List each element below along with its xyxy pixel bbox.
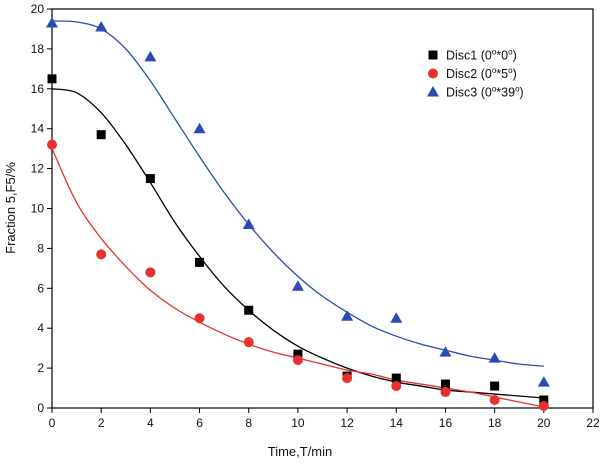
data-point-series-1 [47,74,57,84]
y-tick-label: 2 [37,361,44,375]
x-tick-label: 8 [245,416,252,430]
data-point-series-3 [537,376,550,387]
x-tick-label: 12 [340,416,354,430]
x-tick-label: 18 [488,416,502,430]
data-point-series-2 [96,249,107,260]
data-point-series-2 [489,395,500,406]
y-tick-label: 4 [37,321,44,335]
data-point-series-1 [145,174,155,184]
legend-label-series-2: Disc2 (0o*5o) [446,66,517,81]
data-point-series-1 [440,379,450,389]
y-tick-label: 10 [31,202,45,216]
y-tick-label: 12 [31,162,45,176]
fit-line-series-3 [51,20,544,367]
legend-label-series-1: Disc1 (0o*0o) [446,48,517,63]
data-point-series-2 [440,387,451,398]
data-point-series-2 [538,401,549,412]
data-point-series-3 [95,20,108,32]
y-tick-label: 16 [31,82,45,96]
y-tick-label: 20 [31,2,45,16]
data-point-series-2 [391,381,402,392]
data-point-series-3 [390,312,403,323]
data-point-series-3 [193,122,206,134]
x-tick-label: 0 [49,416,56,430]
data-point-series-2 [194,313,205,324]
legend: Disc1 (0o*0o) Disc2 (0o*5o) Disc3 (0o*39o) [427,48,524,100]
x-tick-label: 10 [291,416,305,430]
data-point-series-1 [195,257,205,267]
x-tick-label: 20 [537,416,551,430]
data-point-series-1 [539,395,549,405]
data-point-series-1 [96,130,106,140]
data-point-series-3 [488,352,501,363]
data-point-series-1 [293,349,303,359]
fit-line-series-1 [51,88,544,399]
data-point-series-1 [391,373,401,383]
legend-marker-series-2 [428,68,438,79]
data-point-series-3 [291,280,304,291]
data-point-series-3 [439,346,452,357]
x-tick-label: 4 [147,416,154,430]
data-point-series-2 [292,355,303,366]
data-point-series-3 [144,50,157,62]
data-points-layer [46,16,550,412]
legend-marker-series-3 [427,86,439,97]
y-tick-label: 8 [37,241,44,255]
x-tick-label: 16 [439,416,453,430]
y-tick-label: 0 [37,401,44,415]
x-tick-label: 2 [98,416,105,430]
y-tick-label: 6 [37,281,44,295]
y-tick-label: 14 [31,122,45,136]
y-axis-label: Fraction 5,F5/% [3,162,18,254]
data-point-series-2 [243,337,254,348]
data-point-series-3 [46,16,58,28]
y-tick-label: 18 [31,42,45,56]
x-tick-label: 14 [390,416,404,430]
data-point-series-2 [342,373,353,384]
x-axis-label: Time,T/min [268,444,333,459]
x-tick-label: 6 [196,416,203,430]
axes-layer: 0 2 4 6 8 10 12 14 16 18 20 22 0 2 4 6 8 10 12 14 16 18 20 [31,2,600,430]
legend-label-series-3: Disc3 (0o*39o) [446,85,524,100]
data-point-series-2 [47,139,57,150]
data-point-series-1 [244,305,254,315]
data-point-series-3 [341,310,354,321]
data-point-series-2 [145,267,156,278]
x-tick-label: 22 [586,416,600,430]
data-point-series-1 [490,381,500,391]
fit-line-series-2 [51,148,544,408]
data-point-series-3 [242,218,255,229]
legend-marker-series-1 [428,50,438,60]
